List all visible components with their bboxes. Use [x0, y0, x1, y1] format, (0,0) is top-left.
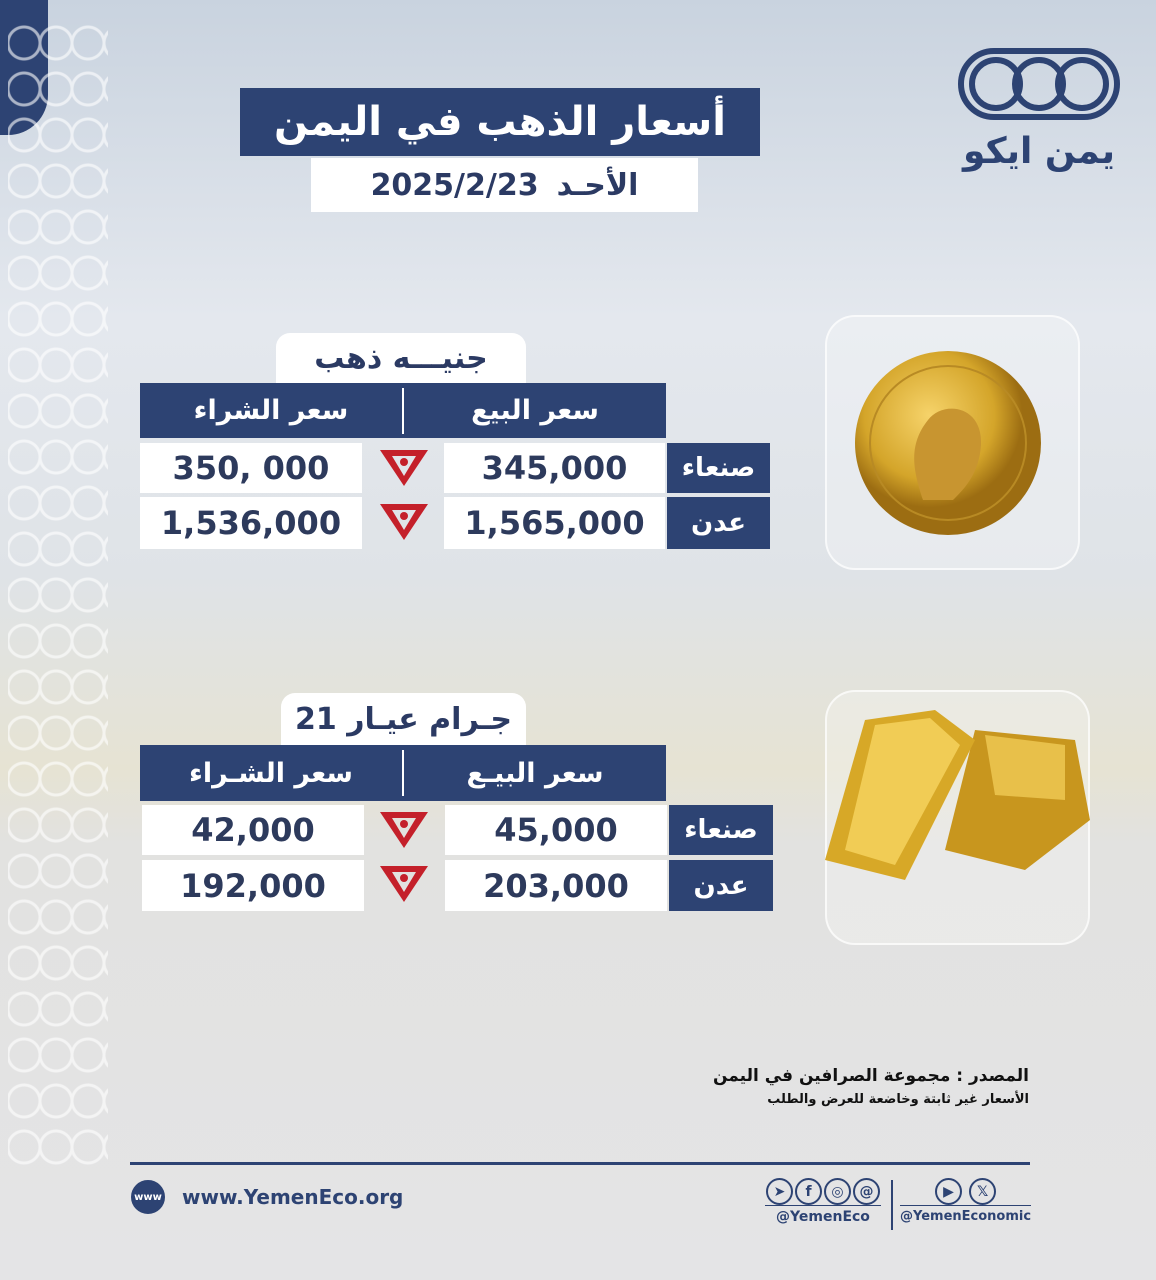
- down-arrow-icon: [380, 504, 428, 540]
- page-title: أسعار الذهب في اليمن: [240, 88, 760, 156]
- source-text: المصدر : مجموعة الصرافين في اليمن: [712, 1066, 1029, 1086]
- website-link[interactable]: www www.YemenEco.org: [130, 1180, 403, 1214]
- footer-divider: [130, 1162, 1030, 1165]
- buy-price-header: سعر الشراء: [193, 395, 349, 426]
- handle-yemeneco[interactable]: @YemenEco: [765, 1205, 881, 1225]
- buy-price: 42,000: [142, 805, 364, 855]
- section-label-gram-21: جـرام عيـار 21: [281, 693, 526, 745]
- day-label: الأحـد: [556, 167, 639, 203]
- city-label: عدن: [667, 497, 770, 549]
- section-label-gold-pound: جنيـــه ذهب: [276, 333, 526, 383]
- social-divider: [891, 1180, 893, 1230]
- gold-coin-image: [855, 351, 1041, 535]
- down-arrow-icon: [380, 450, 428, 486]
- social-group-2: ▶ 𝕏 @YemenEconomic: [900, 1178, 1032, 1224]
- telegram-icon[interactable]: ➤: [766, 1178, 793, 1205]
- instagram-icon[interactable]: ◎: [824, 1178, 851, 1205]
- sell-price: 45,000: [445, 805, 667, 855]
- x-icon[interactable]: 𝕏: [969, 1178, 997, 1205]
- sell-price: 1,565,000: [444, 497, 665, 549]
- buy-price: 1,536,000: [140, 497, 362, 549]
- sell-price-header: سعر البيع: [471, 395, 599, 426]
- sell-price-header: سعر البيـع: [466, 757, 604, 789]
- disclaimer-text: الأسعار غير ثابتة وخاضعة للعرض والطلب: [767, 1092, 1029, 1107]
- table-header: سعر البيـع سعر الشـراء: [140, 745, 666, 801]
- sell-price: 345,000: [444, 443, 665, 493]
- city-label: عدن: [669, 860, 773, 911]
- website-text[interactable]: www.YemenEco.org: [182, 1185, 404, 1209]
- youtube-icon[interactable]: ▶: [934, 1178, 962, 1205]
- date-banner: الأحـد 2025/2/23: [311, 158, 698, 212]
- buy-price-header: سعر الشـراء: [189, 757, 353, 789]
- threads-icon[interactable]: @: [853, 1178, 880, 1205]
- buy-price: 350, 000: [140, 443, 362, 493]
- sell-price: 203,000: [445, 860, 667, 911]
- globe-icon: www: [131, 1180, 165, 1214]
- down-arrow-icon: [380, 812, 428, 848]
- brand-logo: يمن ايكو: [958, 48, 1120, 178]
- down-arrow-icon: [380, 866, 428, 902]
- source-block: المصدر : مجموعة الصرافين في اليمن الأسعا…: [713, 1066, 1029, 1107]
- date-label: 2025/2/23: [370, 167, 539, 203]
- facebook-icon[interactable]: f: [795, 1178, 822, 1205]
- gold-bars-image: [825, 710, 1090, 880]
- table-header: سعر البيع سعر الشراء: [140, 383, 666, 438]
- logo-rings-icon: [958, 48, 1120, 120]
- logo-text: يمن ايكو: [963, 131, 1115, 172]
- handle-yemeneconomic[interactable]: @YemenEconomic: [900, 1205, 1032, 1224]
- buy-price: 192,000: [142, 860, 364, 911]
- circle-pattern-decoration: [8, 20, 108, 1170]
- social-group-1: ➤ f ◎ @ @YemenEco: [765, 1178, 881, 1225]
- city-label: صنعاء: [667, 443, 770, 493]
- city-label: صنعاء: [669, 805, 773, 855]
